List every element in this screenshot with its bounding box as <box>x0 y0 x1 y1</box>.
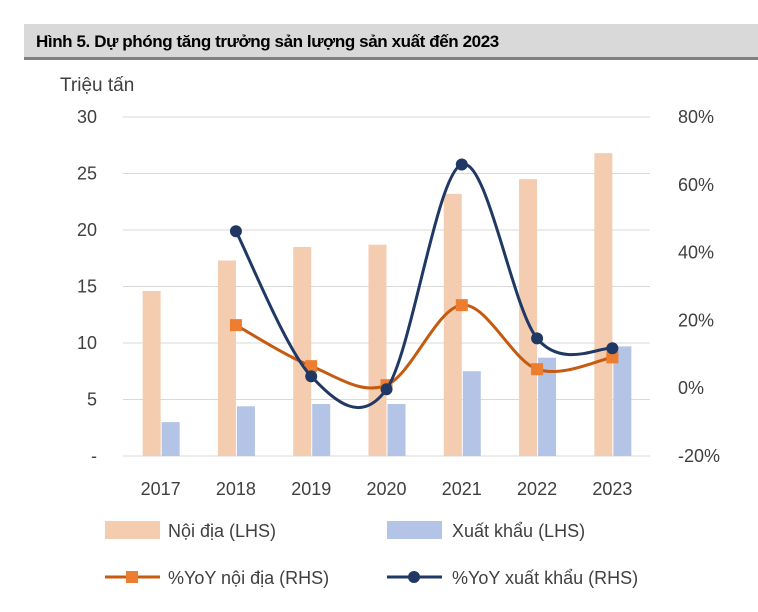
bar-xuat-khau <box>161 422 180 456</box>
legend-swatch-noi-dia <box>105 521 160 539</box>
x-tick-label: 2022 <box>517 479 557 499</box>
bar-noi-dia <box>142 291 161 456</box>
bar-noi-dia <box>443 193 462 456</box>
marker-yoy-xuat-khau <box>606 342 619 355</box>
marker-yoy-noi-dia <box>305 360 318 373</box>
bar-noi-dia <box>594 153 613 456</box>
right-tick-label: 0% <box>678 378 704 398</box>
legend-label-yoy-xuat-khau: %YoY xuất khẩu (RHS) <box>452 568 638 588</box>
x-tick-label: 2023 <box>592 479 632 499</box>
right-tick-label: 40% <box>678 243 714 263</box>
chart-title: Hình 5. Dự phóng tăng trưởng sản lượng s… <box>36 32 499 51</box>
bar-noi-dia <box>519 179 538 456</box>
marker-yoy-noi-dia <box>606 351 619 364</box>
marker-yoy-xuat-khau <box>229 225 242 238</box>
marker-yoy-xuat-khau <box>455 158 468 171</box>
x-tick-label: 2018 <box>216 479 256 499</box>
legend-marker-yoy-xuat-khau <box>408 571 420 583</box>
bar-xuat-khau <box>236 406 255 456</box>
bar-xuat-khau <box>462 371 481 456</box>
left-tick-label: 20 <box>77 220 97 240</box>
x-tick-label: 2021 <box>442 479 482 499</box>
marker-yoy-xuat-khau <box>531 332 544 345</box>
bar-xuat-khau <box>312 404 331 456</box>
left-axis-unit: Triệu tấn <box>60 75 134 96</box>
legend-label-xuat-khau: Xuất khẩu (LHS) <box>452 521 585 541</box>
legend-label-yoy-noi-dia: %YoY nội địa (RHS) <box>168 568 329 588</box>
right-tick-label: 80% <box>678 107 714 127</box>
marker-yoy-noi-dia <box>531 363 544 376</box>
x-tick-label: 2020 <box>366 479 406 499</box>
bar-xuat-khau <box>538 357 557 456</box>
bar-xuat-khau <box>387 404 406 456</box>
x-tick-label: 2017 <box>141 479 181 499</box>
left-tick-label: 30 <box>77 107 97 127</box>
right-tick-label: -20% <box>678 446 720 466</box>
right-tick-label: 20% <box>678 310 714 330</box>
left-tick-label: 10 <box>77 333 97 353</box>
right-tick-label: 60% <box>678 175 714 195</box>
marker-yoy-xuat-khau <box>380 383 393 396</box>
bar-noi-dia <box>293 246 312 456</box>
left-tick-label: 25 <box>77 164 97 184</box>
left-tick-label: 15 <box>77 277 97 297</box>
marker-yoy-noi-dia <box>455 299 468 312</box>
legend-marker-yoy-noi-dia <box>126 571 138 583</box>
legend-label-noi-dia: Nội địa (LHS) <box>168 521 276 541</box>
bar-noi-dia <box>217 260 236 456</box>
bar-noi-dia <box>368 244 387 456</box>
left-tick-label: 5 <box>87 390 97 410</box>
marker-yoy-xuat-khau <box>305 370 318 383</box>
x-tick-label: 2019 <box>291 479 331 499</box>
left-tick-label: - <box>91 446 97 466</box>
marker-yoy-noi-dia <box>229 319 242 332</box>
legend-swatch-xuat-khau <box>387 521 442 539</box>
bar-xuat-khau <box>613 346 632 456</box>
title-bar: Hình 5. Dự phóng tăng trưởng sản lượng s… <box>24 24 758 60</box>
